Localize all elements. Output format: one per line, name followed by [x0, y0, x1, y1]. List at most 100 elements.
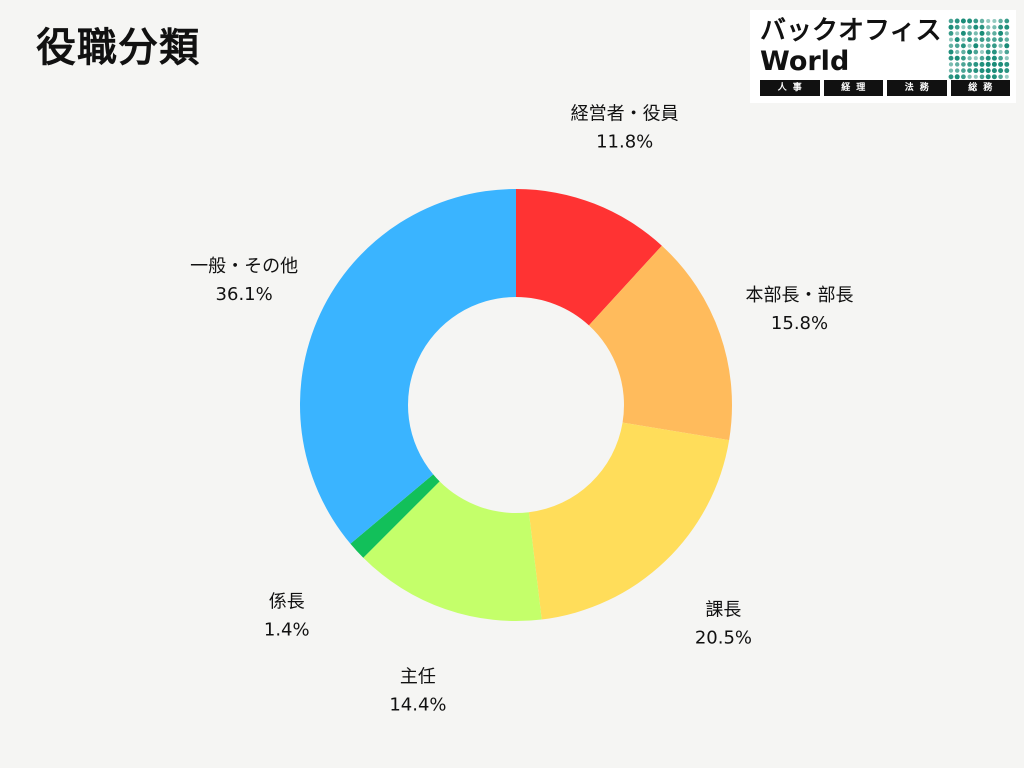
logo-dot: [985, 43, 991, 49]
logo-dot: [1004, 37, 1010, 42]
donut-slice: [516, 189, 662, 326]
logo-dot: [967, 49, 973, 55]
logo-dot: [961, 49, 966, 55]
logo-dot: [1004, 61, 1010, 67]
logo-dot: [979, 68, 985, 74]
logo-dot: [973, 31, 978, 36]
donut-slice: [528, 422, 730, 620]
logo-dot: [986, 25, 991, 30]
logo-dot: [961, 74, 966, 80]
logo-tag-bar: 人事 経理 法務 総務: [760, 80, 1010, 96]
logo-dot: [973, 68, 979, 74]
logo-dot: [985, 49, 991, 55]
logo-dot: [979, 74, 985, 80]
slice-category-label: 主任: [400, 667, 436, 688]
slice-value-label: 11.8%: [596, 131, 653, 152]
logo-dot: [948, 74, 954, 80]
logo-dot: [948, 37, 954, 42]
page-title: 役職分類: [36, 25, 200, 71]
logo-dot: [992, 31, 997, 36]
logo-dot: [967, 68, 972, 73]
logo-dot: [986, 18, 991, 24]
logo-dot: [954, 74, 960, 80]
logo-dot: [973, 56, 978, 61]
logo-tag: 経理: [823, 80, 883, 96]
logo-dot: [967, 37, 973, 43]
logo-dot: [985, 74, 991, 80]
logo-dot: [992, 43, 997, 49]
logo-dot: [954, 43, 960, 49]
logo-dot: [954, 68, 960, 73]
logo-dot: [991, 49, 997, 55]
logo-dot: [979, 49, 985, 55]
logo-dot: [992, 18, 997, 24]
logo-dot: [998, 43, 1003, 48]
slice-value-label: 15.8%: [771, 313, 828, 334]
logo-dot: [967, 18, 973, 24]
logo-dot: [948, 31, 954, 36]
slices-group: [299, 189, 732, 622]
logo-dot-grid-icon: [948, 18, 1010, 80]
logo-dot: [973, 24, 979, 30]
slice-category-label: 経営者・役員: [571, 103, 679, 124]
logo-dot: [973, 49, 979, 55]
logo-dot: [998, 55, 1003, 61]
logo-dot: [955, 31, 960, 36]
logo-dot: [960, 18, 966, 24]
slice-value-label: 14.4%: [389, 695, 446, 716]
logo-dot: [961, 55, 966, 61]
logo-dot: [991, 74, 997, 80]
logo-dot: [985, 68, 991, 74]
slice-category-label: 一般・その他: [190, 256, 298, 277]
logo-dot: [992, 25, 997, 30]
logo-dot: [973, 74, 978, 79]
logo-dot: [967, 62, 972, 67]
donut-slice: [299, 189, 516, 544]
logo-dot: [961, 68, 966, 73]
donut-slice: [363, 481, 542, 622]
logo-dot: [985, 31, 991, 36]
logo-dot: [948, 43, 954, 49]
slice-value-label: 36.1%: [216, 284, 273, 305]
logo-dot: [954, 18, 960, 24]
logo-dot: [985, 61, 991, 67]
logo-tag: 人事: [760, 80, 820, 96]
donut-slice: [588, 245, 732, 441]
logo-dot: [960, 43, 966, 49]
logo-dot: [1004, 56, 1009, 61]
logo-dot: [998, 74, 1003, 80]
logo-dot: [967, 56, 972, 61]
logo-dot: [973, 37, 979, 42]
logo-dot: [954, 55, 960, 61]
logo-dot: [1004, 18, 1010, 24]
logo-dot: [998, 49, 1003, 55]
logo-dot: [973, 18, 979, 24]
logo-tag: 法務: [887, 80, 947, 96]
logo-dot: [948, 55, 954, 61]
logo-dot: [967, 31, 972, 36]
logo-dot: [954, 24, 960, 30]
logo-dot: [960, 30, 966, 36]
logo-dot: [1004, 31, 1009, 36]
logo-dot: [961, 37, 966, 42]
logo-dot: [948, 49, 954, 55]
logo-dot: [979, 61, 985, 67]
slice-label: 本部長・部長 15.8%: [746, 285, 854, 334]
logo-dot: [998, 37, 1003, 42]
slice-label: 一般・その他 36.1%: [190, 256, 298, 305]
logo-dot: [948, 24, 954, 30]
labels-group: 経営者・役員 11.8% 本部長・部長 15.8% 課長 20.5% 主任 14.4% 係長 1.…: [190, 103, 853, 715]
logo-tag: 総務: [950, 80, 1010, 96]
slice-value-label: 20.5%: [695, 628, 752, 649]
logo-dot: [973, 43, 979, 49]
logo-name: バックオフィス: [760, 16, 942, 46]
brand-logo: バックオフィス World 人事 経理 法務 総務: [750, 10, 1016, 103]
logo-dot: [961, 25, 966, 30]
logo-dot: [1004, 43, 1010, 49]
logo-dot: [985, 55, 991, 61]
logo-dot: [967, 43, 972, 48]
slice-category-label: 本部長・部長: [746, 285, 854, 306]
slice-category-label: 課長: [705, 600, 741, 621]
donut-slice: [350, 474, 440, 558]
logo-dot: [991, 61, 997, 67]
